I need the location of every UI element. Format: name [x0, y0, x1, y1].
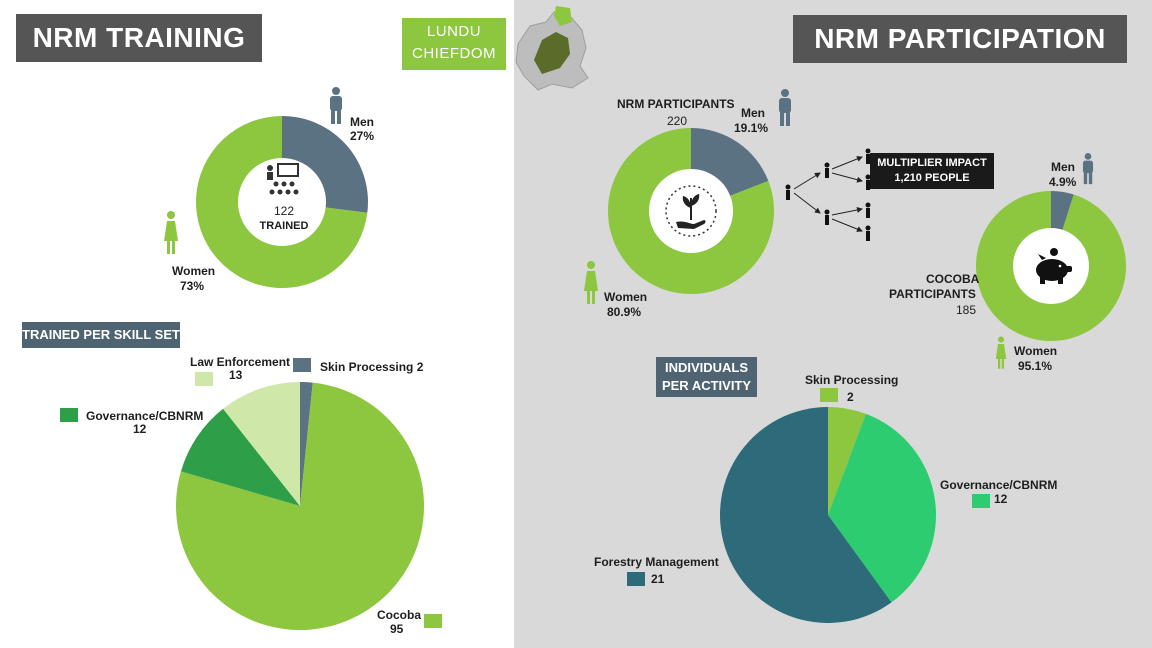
label-skin-processing: Skin Processing 2: [320, 360, 424, 374]
label-act-skin-processing: Skin Processing: [805, 373, 899, 387]
slice-law-enforcement: [223, 382, 300, 506]
value-governance: 12: [133, 422, 147, 436]
cocoba-label-line1: COCOBA: [926, 272, 980, 286]
nrm-participation-title: NRM PARTICIPATION: [793, 15, 1127, 63]
woman-icon: [995, 336, 1007, 369]
label-governance: Governance/CBNRM: [86, 409, 204, 423]
training-men-label: Men: [350, 115, 374, 129]
nrm-participants-label: NRM PARTICIPANTS: [617, 97, 735, 111]
skill-set-label: TRAINED PER SKILL SET: [22, 322, 180, 348]
woman-icon: [164, 211, 178, 254]
nrm-participants-count: 220: [667, 114, 688, 128]
nrm-women-pct: 80.9%: [607, 305, 642, 319]
cocoba-men-label: Men: [1051, 160, 1075, 174]
slice-governance-cbnrm: [180, 408, 300, 506]
chiefdom-badge: LUNDU CHIEFDOM: [402, 18, 506, 70]
skill-set-pie: [176, 382, 424, 630]
training-gender-donut: [196, 116, 368, 288]
label-act-forestry: Forestry Management: [594, 555, 719, 569]
value-law-enforcement: 13: [229, 368, 243, 382]
nrm-training-title: NRM TRAINING: [16, 14, 262, 62]
slice-governance-cbnrm: [828, 413, 936, 603]
nrm-women-label: Women: [604, 290, 648, 304]
multiplier-impact-badge: MULTIPLIER IMPACT 1,210 PEOPLE: [870, 153, 994, 189]
nrm-men-pct: 19.1%: [734, 121, 769, 135]
value-act-skin-processing: 2: [847, 390, 854, 404]
law-enforcement-swatch: [195, 372, 213, 386]
donut-hole: [238, 158, 326, 246]
chiefdom-badge-line1: LUNDU: [426, 23, 482, 40]
piggy-bank-icon: [1036, 248, 1072, 284]
cocoba-swatch: [424, 614, 442, 628]
slice-skin-processing: [828, 407, 866, 515]
cocoba-women-pct: 95.1%: [1018, 359, 1053, 373]
slice-forestry-management: [720, 407, 892, 623]
chiefdom-badge-line2: CHIEFDOM: [412, 45, 496, 62]
value-act-forestry: 21: [651, 572, 665, 586]
act-governance-swatch: [972, 494, 990, 508]
training-men-pct: 27%: [350, 129, 375, 143]
cocoba-label-line2: PARTICIPANTS: [889, 287, 976, 301]
act-forestry-swatch: [627, 572, 645, 586]
woman-icon: [584, 261, 598, 304]
cocoba-women-label: Women: [1014, 344, 1058, 358]
value-cocoba: 95: [390, 622, 404, 636]
nrm-men-label: Men: [741, 106, 765, 120]
slice-skin-processing: [300, 382, 313, 506]
training-women-label: Women: [172, 264, 216, 278]
multiplier-line2: 1,210 PEOPLE: [894, 172, 970, 184]
value-act-governance: 12: [994, 492, 1008, 506]
activity-label: INDIVIDUALS PER ACTIVITY: [656, 357, 757, 397]
multiplier-diagram: [785, 148, 871, 241]
cocoba-count: 185: [956, 303, 977, 317]
multiplier-line1: MULTIPLIER IMPACT: [877, 157, 987, 169]
presentation-icon: [267, 163, 299, 195]
map-icon: [515, 6, 589, 91]
plant-hand-icon: [665, 185, 717, 237]
cocoba-men-pct: 4.9%: [1049, 175, 1077, 189]
label-act-governance: Governance/CBNRM: [940, 478, 1058, 492]
trained-label: TRAINED: [259, 220, 309, 232]
activity-label-line1: INDIVIDUALS: [664, 360, 749, 375]
activity-pie: [720, 407, 936, 623]
label-law-enforcement: Law Enforcement: [190, 355, 291, 369]
trained-count: 122: [273, 204, 295, 218]
training-women-pct: 73%: [180, 279, 205, 293]
governance-swatch: [60, 408, 78, 422]
skin-processing-swatch: [293, 358, 311, 372]
slice-cocoba: [176, 382, 424, 630]
man-icon: [330, 87, 342, 124]
activity-label-line2: PER ACTIVITY: [661, 378, 752, 393]
label-cocoba: Cocoba: [377, 608, 422, 622]
act-skin-swatch: [820, 388, 838, 402]
man-icon: [779, 89, 791, 126]
man-icon: [1082, 153, 1094, 185]
